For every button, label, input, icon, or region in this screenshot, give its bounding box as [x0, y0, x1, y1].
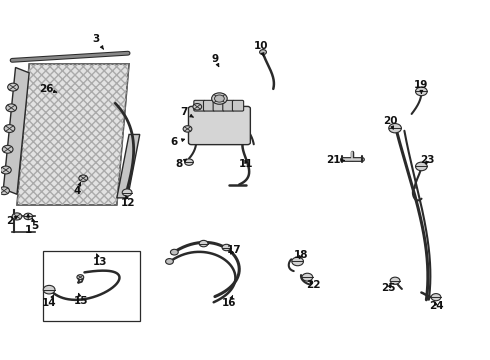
Bar: [43, 251, 140, 321]
Circle shape: [212, 93, 227, 104]
Text: 23: 23: [420, 156, 435, 165]
Text: 2: 2: [6, 216, 18, 226]
Circle shape: [171, 249, 178, 255]
Text: 5: 5: [31, 219, 38, 231]
Circle shape: [12, 213, 22, 220]
Text: 20: 20: [383, 116, 397, 129]
Circle shape: [2, 145, 13, 153]
Circle shape: [183, 126, 192, 132]
Circle shape: [166, 258, 173, 264]
Polygon shape: [117, 134, 140, 198]
Text: 3: 3: [93, 34, 103, 49]
Text: 4: 4: [73, 183, 80, 196]
Circle shape: [193, 104, 202, 110]
Text: 15: 15: [74, 293, 88, 306]
Polygon shape: [17, 64, 129, 205]
FancyBboxPatch shape: [232, 100, 244, 111]
Circle shape: [6, 104, 17, 112]
Text: 1: 1: [24, 214, 32, 235]
Circle shape: [4, 125, 15, 132]
FancyBboxPatch shape: [194, 100, 205, 111]
Text: 22: 22: [306, 280, 320, 291]
Circle shape: [199, 240, 208, 247]
Text: 6: 6: [171, 138, 185, 148]
Text: 9: 9: [211, 54, 219, 67]
Circle shape: [0, 166, 11, 174]
Text: 10: 10: [254, 41, 269, 57]
Text: 8: 8: [175, 159, 187, 169]
Circle shape: [185, 159, 194, 165]
Polygon shape: [3, 67, 29, 194]
Text: 24: 24: [429, 301, 443, 311]
Circle shape: [77, 275, 84, 280]
Text: 13: 13: [93, 254, 107, 267]
Text: 26: 26: [39, 84, 56, 94]
Text: 7: 7: [180, 107, 193, 117]
Circle shape: [43, 285, 55, 294]
Text: 18: 18: [294, 250, 308, 260]
Circle shape: [24, 213, 32, 220]
Text: 17: 17: [227, 245, 242, 255]
Circle shape: [222, 244, 231, 251]
Circle shape: [8, 83, 19, 91]
Text: 11: 11: [239, 159, 254, 169]
Circle shape: [215, 95, 224, 102]
Text: 12: 12: [121, 195, 135, 208]
Circle shape: [390, 277, 400, 284]
Circle shape: [416, 87, 427, 96]
FancyBboxPatch shape: [189, 107, 250, 145]
FancyBboxPatch shape: [213, 100, 224, 111]
Text: 19: 19: [414, 80, 429, 93]
FancyBboxPatch shape: [223, 100, 234, 111]
Circle shape: [0, 187, 9, 195]
Circle shape: [292, 257, 303, 266]
Text: 21: 21: [326, 156, 344, 165]
Circle shape: [302, 273, 313, 281]
Circle shape: [122, 189, 132, 196]
Text: 25: 25: [382, 283, 396, 293]
Circle shape: [431, 294, 441, 301]
Circle shape: [389, 123, 401, 133]
FancyBboxPatch shape: [203, 100, 215, 111]
Circle shape: [416, 162, 427, 171]
Circle shape: [79, 175, 88, 181]
Text: 16: 16: [222, 296, 237, 308]
Text: 14: 14: [42, 295, 56, 308]
Circle shape: [260, 50, 267, 55]
